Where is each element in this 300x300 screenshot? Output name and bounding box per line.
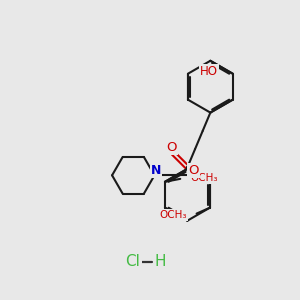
- Text: HO: HO: [200, 65, 218, 78]
- Text: N: N: [151, 164, 161, 176]
- Text: Cl: Cl: [125, 254, 140, 269]
- Text: O: O: [188, 164, 199, 177]
- Text: OCH₃: OCH₃: [191, 173, 218, 183]
- Text: H: H: [154, 254, 166, 269]
- Text: OCH₃: OCH₃: [160, 210, 187, 220]
- Text: O: O: [167, 141, 177, 154]
